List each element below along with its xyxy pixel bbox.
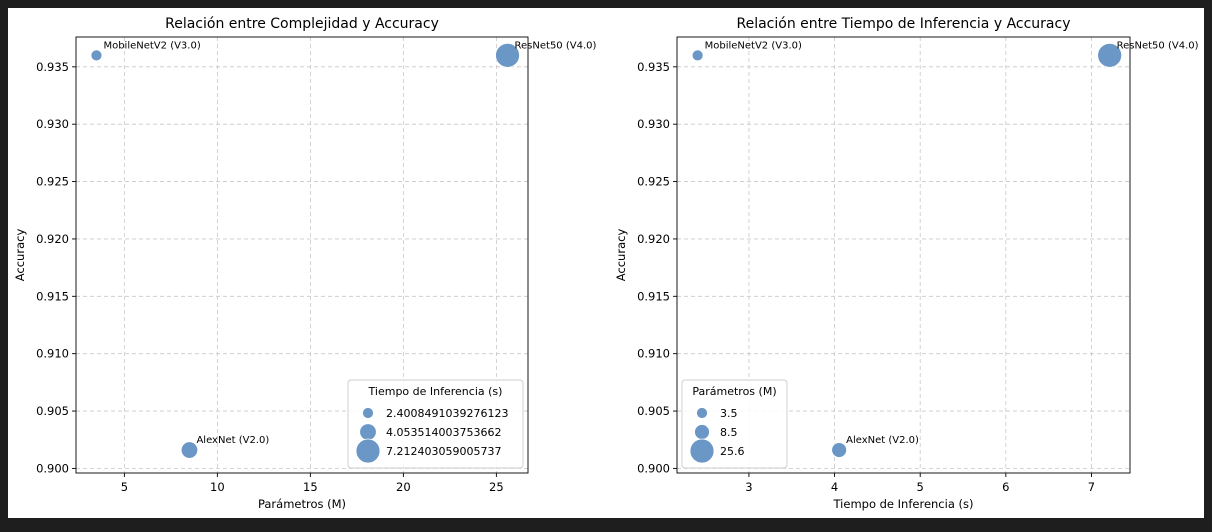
x-tick-label: 5 (121, 480, 128, 494)
chart-title: Relación entre Tiempo de Inferencia y Ac… (736, 16, 1070, 32)
x-tick-label: 25 (489, 480, 504, 494)
legend-entry-label: 4.053514003753662 (386, 426, 501, 439)
legend: Tiempo de Inferencia (s) 2.40084910392761… (347, 379, 524, 469)
y-tick-label: 0.925 (36, 175, 69, 189)
data-point (495, 42, 520, 68)
point-label: ResNet50 (V4.0) (515, 40, 597, 51)
x-tick-label: 20 (396, 480, 411, 494)
y-tick-label: 0.930 (637, 117, 670, 131)
x-tick-label: 3 (745, 480, 752, 494)
x-axis-label: Parámetros (M) (258, 497, 346, 511)
point-label: MobileNetV2 (V3.0) (103, 40, 200, 51)
y-tick-label: 0.915 (36, 289, 69, 303)
x-axis-label: Tiempo de Inferencia (s) (833, 497, 974, 511)
point-label: AlexNet (V2.0) (196, 435, 269, 446)
data-point (831, 442, 848, 458)
y-axis-label: Accuracy (13, 229, 27, 282)
legend-box (347, 379, 524, 469)
legend-entry-label: 25.6 (720, 445, 745, 458)
plot-frame (676, 36, 1131, 474)
y-tick-label: 0.915 (637, 289, 670, 303)
chart-1: 5 10 15 20 25 0.900 0.905 0.910 0.915 0.920 0.925 0… (13, 16, 597, 511)
legend-marker (696, 407, 708, 419)
legend-entry-label: 8.5 (720, 426, 738, 439)
y-tick-label: 0.910 (637, 347, 670, 361)
point-label: ResNet50 (V4.0) (1117, 40, 1199, 51)
plot-frame (75, 36, 529, 474)
legend-entry-label: 7.212403059005737 (386, 445, 501, 458)
chart-title: Relación entre Complejidad y Accuracy (165, 16, 439, 32)
y-tick-label: 0.935 (36, 60, 69, 74)
legend-marker (689, 438, 715, 464)
x-tick-label: 6 (1002, 480, 1009, 494)
x-tick-label: 10 (210, 480, 225, 494)
y-tick-label: 0.925 (637, 175, 670, 189)
y-axis-label: Accuracy (614, 229, 628, 282)
legend-marker (694, 424, 710, 440)
legend-marker (359, 423, 377, 441)
y-tick-label: 0.930 (36, 117, 69, 131)
data-point (90, 49, 103, 62)
point-label: AlexNet (V2.0) (846, 435, 919, 446)
data-point (180, 441, 199, 459)
y-tick-label: 0.900 (36, 461, 69, 475)
x-tick-label: 4 (831, 480, 838, 494)
x-tick-label: 5 (917, 480, 924, 494)
y-tick-label: 0.935 (637, 60, 670, 74)
data-point (1097, 42, 1123, 68)
legend-entry-label: 3.5 (720, 407, 738, 420)
legend-title: Tiempo de Inferencia (s) (368, 385, 503, 398)
figure-svg: 5 10 15 20 25 0.900 0.905 0.910 0.915 0.920 0.925 0… (13, 16, 1199, 511)
point-label: MobileNetV2 (V3.0) (705, 40, 802, 51)
legend-marker (355, 438, 381, 464)
y-tick-label: 0.920 (36, 232, 69, 246)
x-tick-label: 7 (1088, 480, 1095, 494)
y-tick-label: 0.910 (36, 347, 69, 361)
figure-canvas: 5 10 15 20 25 0.900 0.905 0.910 0.915 0.920 0.925 0… (8, 8, 1204, 518)
x-tick-label: 15 (303, 480, 318, 494)
legend-entry-label: 2.4008491039276123 (386, 407, 508, 420)
chart-2: 3 4 5 6 7 0.900 0.905 0.910 0.915 0.920 0.925 0.930… (614, 16, 1199, 511)
y-tick-label: 0.920 (637, 232, 670, 246)
y-tick-label: 0.900 (637, 461, 670, 475)
legend-title: Parámetros (M) (692, 385, 776, 398)
legend: Parámetros (M) 3.5 8.5 25.6 (681, 379, 788, 469)
y-tick-label: 0.905 (637, 404, 670, 418)
data-point (691, 49, 704, 62)
legend-marker (362, 407, 374, 419)
y-tick-label: 0.905 (36, 404, 69, 418)
